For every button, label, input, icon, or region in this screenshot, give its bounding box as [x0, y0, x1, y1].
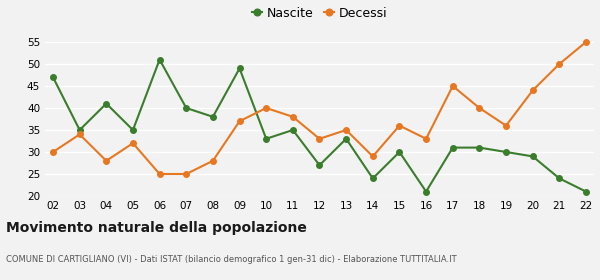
Decessi	[316, 137, 323, 141]
Text: COMUNE DI CARTIGLIANO (VI) - Dati ISTAT (bilancio demografico 1 gen-31 dic) - El: COMUNE DI CARTIGLIANO (VI) - Dati ISTAT …	[6, 255, 457, 264]
Nascite	[556, 177, 563, 180]
Decessi	[369, 155, 376, 158]
Text: Movimento naturale della popolazione: Movimento naturale della popolazione	[6, 221, 307, 235]
Decessi	[583, 40, 590, 44]
Nascite	[449, 146, 457, 149]
Decessi	[263, 106, 270, 110]
Decessi	[449, 84, 457, 88]
Decessi	[103, 159, 110, 162]
Nascite	[476, 146, 483, 149]
Nascite	[76, 128, 83, 132]
Nascite	[369, 177, 376, 180]
Nascite	[236, 67, 243, 70]
Nascite	[396, 150, 403, 154]
Nascite	[263, 137, 270, 141]
Nascite	[422, 190, 430, 193]
Decessi	[209, 159, 217, 162]
Nascite	[343, 137, 350, 141]
Decessi	[236, 120, 243, 123]
Nascite	[49, 76, 56, 79]
Decessi	[502, 124, 509, 127]
Nascite	[156, 58, 163, 61]
Decessi	[476, 106, 483, 110]
Nascite	[182, 106, 190, 110]
Legend: Nascite, Decessi: Nascite, Decessi	[247, 2, 392, 25]
Nascite	[209, 115, 217, 118]
Decessi	[156, 172, 163, 176]
Nascite	[583, 190, 590, 193]
Nascite	[502, 150, 509, 154]
Nascite	[289, 128, 296, 132]
Nascite	[316, 164, 323, 167]
Decessi	[49, 150, 56, 154]
Decessi	[343, 128, 350, 132]
Decessi	[556, 62, 563, 66]
Line: Nascite: Nascite	[50, 57, 589, 194]
Decessi	[76, 133, 83, 136]
Decessi	[289, 115, 296, 118]
Line: Decessi: Decessi	[50, 39, 589, 177]
Decessi	[529, 89, 536, 92]
Decessi	[182, 172, 190, 176]
Nascite	[130, 128, 137, 132]
Nascite	[103, 102, 110, 105]
Decessi	[422, 137, 430, 141]
Decessi	[396, 124, 403, 127]
Nascite	[529, 155, 536, 158]
Decessi	[130, 141, 137, 145]
